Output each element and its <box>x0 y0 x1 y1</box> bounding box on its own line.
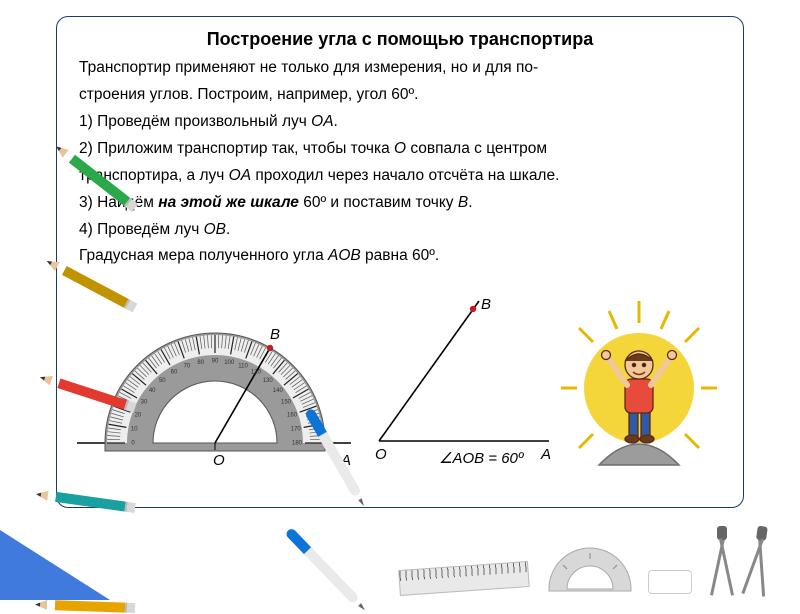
step2-d: проходил через начало отсчёта на шкале. <box>251 167 559 184</box>
angle-label-B: B <box>481 296 491 313</box>
step3-B: B <box>458 194 468 211</box>
concl-angle: AOB <box>328 247 361 264</box>
svg-text:60: 60 <box>171 370 178 376</box>
figure-kid <box>559 293 719 473</box>
protractor-mini-icon <box>545 545 635 593</box>
intro-line-2: строения углов. Построим, например, угол… <box>79 85 721 106</box>
figure-protractor: B O A 0102030405060708090100110120130140… <box>75 293 355 473</box>
svg-text:90: 90 <box>212 359 219 365</box>
svg-text:30: 30 <box>141 400 148 406</box>
step4-ray: OB <box>204 221 226 238</box>
figure-angle: B O A ∠AOB = 60º <box>369 291 559 471</box>
compass-icon <box>708 526 736 596</box>
ruler-icon <box>398 561 529 596</box>
svg-text:100: 100 <box>224 360 235 366</box>
svg-text:110: 110 <box>238 364 248 370</box>
svg-text:40: 40 <box>149 388 156 394</box>
step2-a: 2) Приложим транспортир так, чтобы точка <box>79 140 394 157</box>
svg-text:120: 120 <box>251 370 262 376</box>
conclusion: Градусная мера полученного угла AOB равн… <box>79 246 721 267</box>
step1-ray: OA <box>311 113 333 130</box>
step3-b: 60º и поставим точку <box>299 194 458 211</box>
triangle-ruler-icon <box>0 530 110 600</box>
protractor-label-B: B <box>270 326 280 343</box>
svg-text:160: 160 <box>287 413 298 419</box>
title: Построение угла с помощью транспортира <box>79 29 721 50</box>
angle-caption: ∠AOB = 60º <box>439 449 523 467</box>
pencil-icon <box>35 600 135 613</box>
intro-line-1: Транспортир применяют не только для изме… <box>79 58 721 79</box>
svg-text:80: 80 <box>197 360 204 366</box>
figures-row: B O A 0102030405060708090100110120130140… <box>79 273 721 468</box>
step3-c: . <box>468 194 472 211</box>
angle-label-O: O <box>375 446 387 463</box>
step3-em: на этой же шкале <box>158 194 299 211</box>
lesson-card: Построение угла с помощью транспортира Т… <box>56 16 744 508</box>
step4-b: . <box>226 221 230 238</box>
stationery-strip <box>0 518 800 600</box>
svg-text:140: 140 <box>273 388 284 394</box>
step4-a: 4) Проведём луч <box>79 221 204 238</box>
step2-b: совпала с центром <box>406 140 547 157</box>
eraser-icon <box>648 570 692 594</box>
step2-ray: OA <box>229 167 251 184</box>
step2-O: O <box>394 140 406 157</box>
step-3: 3) Найдём на этой же шкале 60º и постави… <box>79 193 721 214</box>
step-2-line-2: транспортира, а луч OA проходил через на… <box>79 166 721 187</box>
svg-text:70: 70 <box>184 364 191 370</box>
step-2-line-1: 2) Приложим транспортир так, чтобы точка… <box>79 139 721 160</box>
protractor-label-O: O <box>213 452 225 468</box>
concl-b: равна 60º. <box>361 247 439 264</box>
pen-icon <box>284 527 364 609</box>
step-1: 1) Проведём произвольный луч OA. <box>79 112 721 133</box>
svg-text:170: 170 <box>291 427 302 433</box>
step1-a: 1) Проведём произвольный луч <box>79 113 311 130</box>
svg-text:50: 50 <box>159 378 166 384</box>
svg-text:180: 180 <box>292 441 303 447</box>
compass-icon <box>739 524 776 597</box>
step-4: 4) Проведём луч OB. <box>79 220 721 241</box>
svg-text:150: 150 <box>281 400 292 406</box>
svg-text:130: 130 <box>263 378 274 384</box>
angle-label-A: A <box>540 446 551 463</box>
concl-a: Градусная мера полученного угла <box>79 247 328 264</box>
step1-b: . <box>334 113 338 130</box>
